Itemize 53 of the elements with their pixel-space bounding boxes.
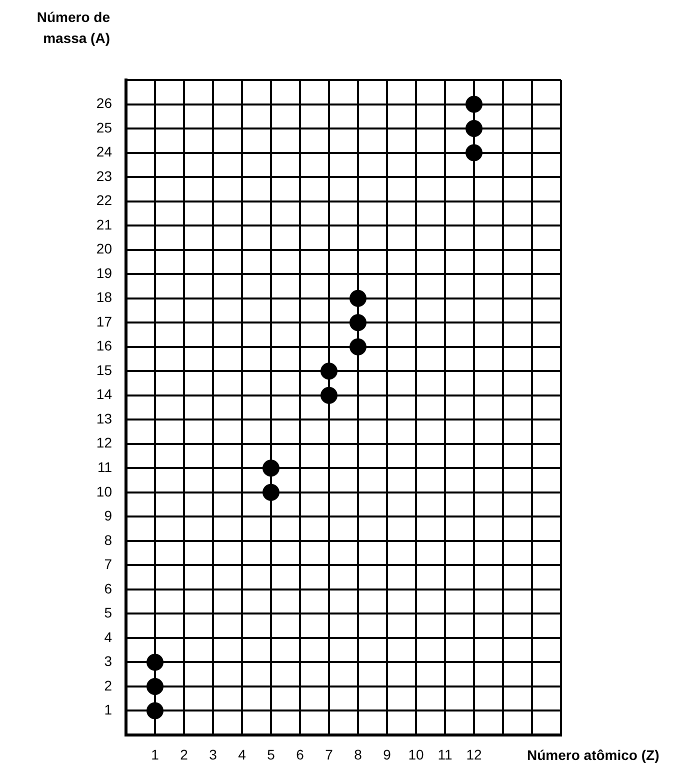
x-tick-label: 5	[267, 746, 276, 762]
y-tick-label: 18	[96, 289, 112, 306]
x-tick-label: 1	[151, 746, 160, 762]
x-tick-label: 7	[325, 746, 334, 762]
x-tick-label: 10	[408, 746, 424, 762]
x-tick-label: 2	[180, 746, 188, 762]
point	[466, 144, 482, 162]
y-tick-label: 19	[96, 264, 112, 281]
y-tick-label: 4	[104, 628, 112, 645]
y-tick-label: 21	[96, 216, 112, 232]
y-tick-label: 11	[97, 459, 112, 476]
y-tick-label: 8	[104, 532, 112, 548]
point	[466, 120, 482, 138]
y-tick-label: 10	[96, 483, 112, 500]
y-tick-label: 16	[96, 338, 112, 354]
x-axis-title: Número atômico (Z)	[527, 746, 660, 763]
y-tick-label: 5	[104, 604, 112, 621]
x-tick-label: 4	[238, 746, 246, 762]
y-tick-label: 12	[96, 434, 112, 451]
y-tick-label: 23	[96, 168, 112, 184]
y-tick-label: 22	[96, 192, 112, 208]
x-tick-label: 6	[296, 746, 304, 762]
point	[350, 314, 366, 332]
y-tick-label: 9	[104, 508, 112, 524]
y-tick-label: 6	[104, 580, 112, 596]
y-tick-label: 7	[104, 556, 112, 572]
x-tick-label: 11	[438, 746, 452, 762]
x-tick-label: 3	[209, 746, 218, 762]
y-tick-label: 3	[104, 653, 112, 670]
point	[350, 290, 366, 307]
y-tick-label: 20	[96, 240, 112, 257]
x-tick-label: 9	[383, 746, 392, 762]
y-tick-label: 15	[96, 362, 112, 378]
point	[262, 484, 280, 501]
x-tick-label: 12	[466, 746, 482, 762]
y-tick-label: 2	[104, 677, 112, 694]
y-tick-label: 1	[104, 702, 112, 718]
point	[466, 96, 482, 113]
point	[320, 362, 338, 380]
point	[146, 702, 164, 720]
point	[146, 678, 164, 695]
x-tick-label: 8	[354, 746, 362, 762]
y-axis-title: Número de massa (A)	[36, 8, 110, 46]
point	[262, 460, 280, 477]
y-tick-label: 13	[96, 410, 112, 426]
y-tick-label: 24	[96, 144, 112, 160]
y-tick-label: 17	[96, 313, 112, 330]
point	[350, 338, 366, 356]
y-tick-label: 14	[96, 386, 112, 402]
y-tick-label: 26	[96, 95, 112, 112]
y-tick-label: 25	[96, 119, 112, 136]
point	[320, 386, 338, 404]
point	[146, 654, 164, 671]
